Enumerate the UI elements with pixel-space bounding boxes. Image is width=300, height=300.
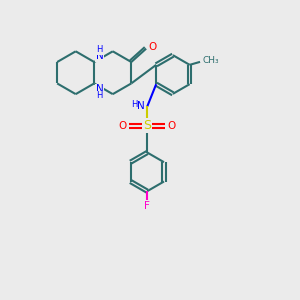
- Text: S: S: [143, 119, 151, 132]
- Text: N: N: [137, 101, 145, 112]
- Text: H: H: [131, 100, 137, 109]
- Text: H: H: [96, 92, 103, 100]
- Text: N: N: [96, 51, 104, 61]
- Text: O: O: [119, 121, 127, 131]
- Text: F: F: [144, 201, 150, 211]
- Text: O: O: [167, 121, 176, 131]
- Text: CH₃: CH₃: [203, 56, 219, 65]
- Text: H: H: [96, 45, 103, 54]
- Text: O: O: [148, 42, 156, 52]
- Text: N: N: [96, 84, 104, 94]
